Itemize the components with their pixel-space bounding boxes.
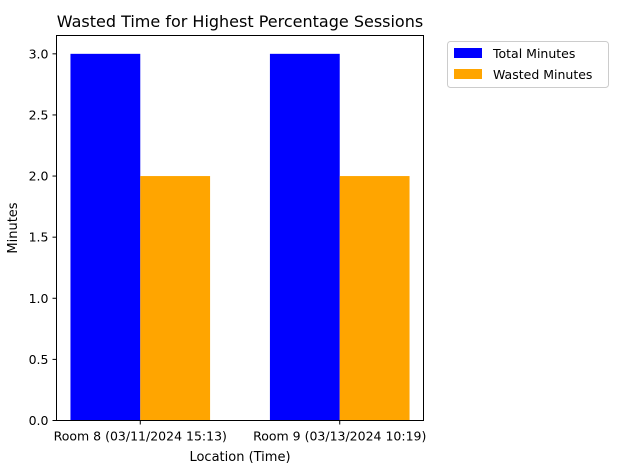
y-tick-label: 0.0 <box>29 413 49 428</box>
x-axis-ticks: Room 8 (03/11/2024 15:13) Room 9 (03/13/2… <box>54 420 426 444</box>
x-tick-label: Room 9 (03/13/2024 10:19) <box>253 429 426 444</box>
y-tick-label: 0.5 <box>29 352 49 367</box>
y-tick-label: 1.5 <box>29 230 49 245</box>
x-axis-label: Location (Time) <box>189 450 290 465</box>
y-axis-label: Minutes <box>6 202 21 253</box>
legend-label-wasted: Wasted Minutes <box>493 67 592 82</box>
x-tick-label: Room 8 (03/11/2024 15:13) <box>54 429 227 444</box>
bar-wasted-2 <box>339 176 410 421</box>
y-tick-label: 2.0 <box>29 169 49 184</box>
legend-swatch-total <box>454 48 482 58</box>
bar-total-2 <box>269 53 340 421</box>
bar-total-1 <box>70 53 141 421</box>
legend-frame <box>447 41 609 88</box>
legend-label-total: Total Minutes <box>492 46 575 61</box>
bars-group <box>70 53 410 421</box>
legend-swatch-wasted <box>454 69 482 79</box>
y-axis-ticks: 0.0 0.5 1.0 1.5 2.0 2.5 3.0 <box>29 46 57 428</box>
legend: Total Minutes Wasted Minutes <box>447 41 609 88</box>
y-tick-label: 3.0 <box>29 46 49 61</box>
y-tick-label: 1.0 <box>29 291 49 306</box>
chart-title: Wasted Time for Highest Percentage Sessi… <box>57 12 423 31</box>
plot-area-frame <box>56 35 424 421</box>
bar-wasted-1 <box>140 176 211 421</box>
y-tick-label: 2.5 <box>29 107 49 122</box>
